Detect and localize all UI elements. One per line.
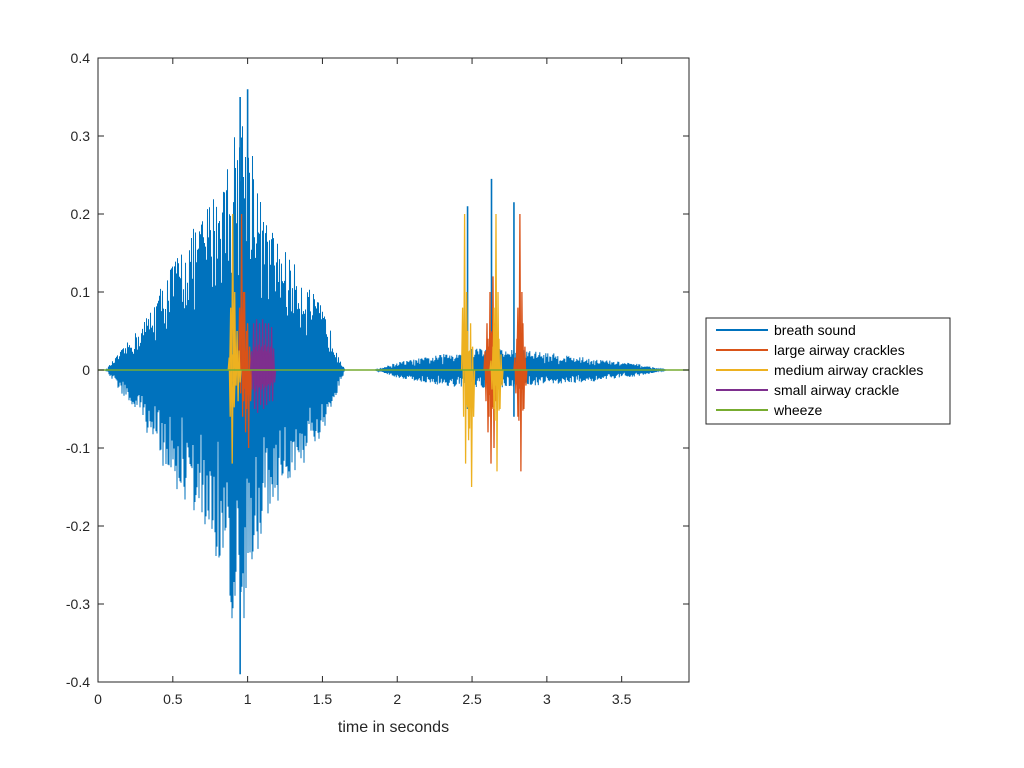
x-tick-label: 0.5 [163, 691, 183, 707]
x-tick-label: 2 [393, 691, 401, 707]
x-tick-label: 1 [244, 691, 252, 707]
legend-entry: large airway crackles [774, 342, 905, 358]
series-medium-airway-crackles [227, 213, 504, 488]
y-tick-label: 0.2 [71, 206, 91, 222]
legend-entry: breath sound [774, 322, 856, 338]
axis-ticks: 0 0.5 1 1.5 2 2.5 3 3.5 -0.4 -0.3 -0.2 -0.1 0 0.1 0.2 0… [66, 50, 689, 707]
y-tick-label: -0.2 [66, 518, 90, 534]
x-axis-label: time in seconds [338, 719, 449, 736]
crackle-event [492, 213, 501, 472]
y-tick-label: -0.3 [66, 596, 90, 612]
series-trace [105, 113, 353, 619]
crackle-event [516, 213, 525, 472]
legend-entry: small airway crackle [774, 382, 899, 398]
legend: breath sound large airway crackles medium … [705, 317, 951, 425]
crackle-event [233, 330, 242, 402]
series-breath-sound [105, 89, 667, 675]
crackle-event [513, 338, 522, 417]
legend-entry: wheeze [773, 402, 822, 418]
crackle-event [486, 291, 495, 464]
y-tick-label: 0 [82, 362, 90, 378]
y-tick-label: 0.4 [71, 50, 91, 66]
y-tick-label: -0.1 [66, 440, 90, 456]
crackle-event [495, 338, 504, 410]
x-tick-label: 0 [94, 691, 102, 707]
plot-area [98, 89, 689, 675]
crackle-event [519, 323, 528, 410]
x-tick-label: 1.5 [313, 691, 333, 707]
x-tick-label: 3 [543, 691, 551, 707]
series-small-airway-crackle [249, 319, 277, 413]
crackle-event [466, 323, 476, 488]
y-tick-label: 0.1 [71, 284, 91, 300]
crackle-event [267, 327, 277, 402]
y-tick-label: 0.3 [71, 128, 91, 144]
x-tick-label: 3.5 [612, 691, 632, 707]
crackle-event [243, 323, 253, 449]
legend-entry: medium airway crackles [774, 362, 923, 378]
x-tick-label: 2.5 [462, 691, 482, 707]
y-tick-label: -0.4 [66, 674, 90, 690]
